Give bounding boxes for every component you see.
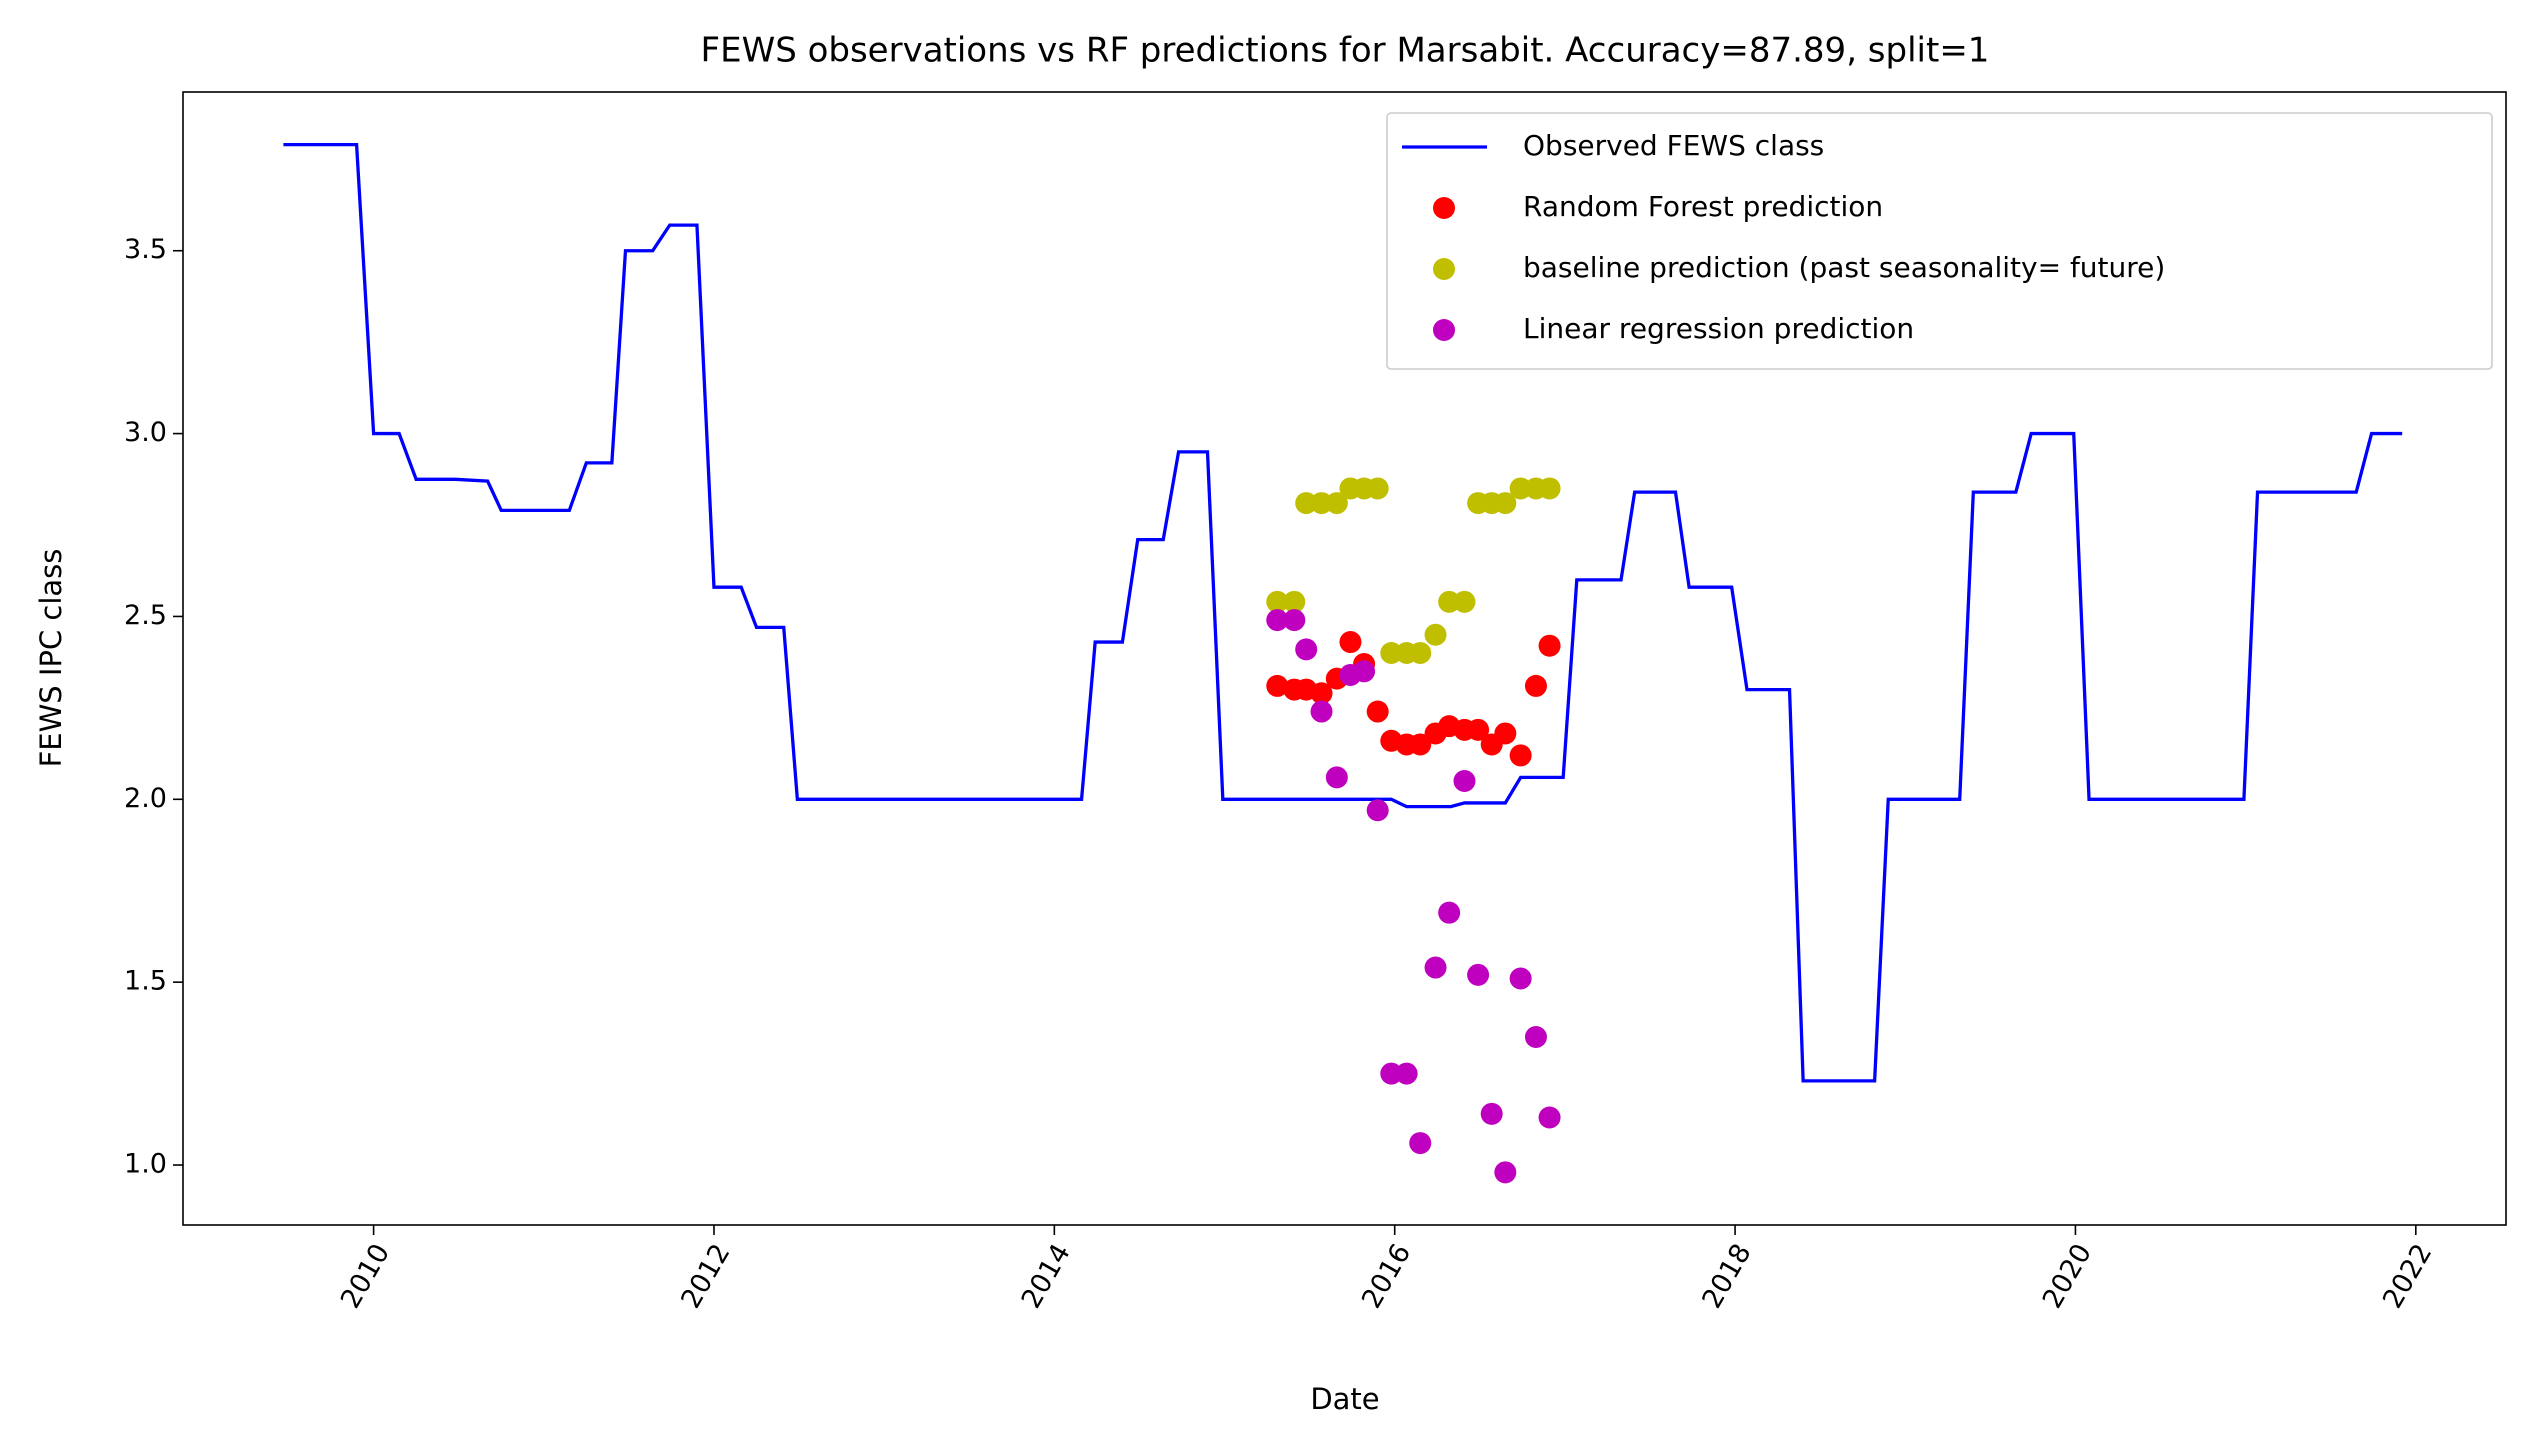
data-point: [1310, 492, 1333, 515]
y-tick-label: 1.5: [124, 966, 167, 997]
data-point: [1295, 492, 1318, 515]
chart-title: FEWS observations vs RF predictions for …: [701, 31, 1990, 71]
y-tick-label: 2.0: [124, 783, 167, 814]
legend-marker: [1433, 258, 1455, 280]
legend-label: baseline prediction (past seasonality= f…: [1523, 251, 2165, 284]
data-point: [1509, 477, 1532, 500]
data-point: [1380, 642, 1403, 665]
data-point: [1509, 744, 1532, 767]
legend-box: [1386, 112, 2493, 370]
data-point: [1395, 1062, 1418, 1085]
y-tick-label: 3.5: [124, 234, 167, 265]
legend-marker: [1433, 197, 1455, 219]
data-point: [1409, 1132, 1432, 1155]
data-point: [1266, 590, 1289, 613]
data-point: [1310, 700, 1333, 723]
y-tick-label: 2.5: [124, 600, 167, 631]
data-point: [1325, 492, 1348, 515]
data-point: [1310, 682, 1333, 705]
data-point: [1409, 642, 1432, 665]
data-point: [1380, 1062, 1403, 1085]
data-point: [1266, 674, 1289, 697]
data-point: [1438, 901, 1461, 924]
data-point: [1409, 733, 1432, 756]
data-line: [283, 143, 2403, 1083]
data-point: [1366, 477, 1389, 500]
plot-frame: [182, 91, 2507, 1226]
data-point: [1339, 631, 1362, 654]
data-point: [1424, 956, 1447, 979]
data-point: [1480, 1102, 1503, 1125]
data-point: [1353, 660, 1376, 683]
legend-label: Random Forest prediction: [1523, 190, 1883, 223]
data-point: [1467, 963, 1490, 986]
data-point: [1494, 1161, 1517, 1184]
data-point: [1366, 799, 1389, 822]
data-point: [1509, 967, 1532, 990]
data-point: [1424, 623, 1447, 646]
y-tick-label: 3.0: [124, 417, 167, 448]
data-point: [1453, 590, 1476, 613]
legend-label: Observed FEWS class: [1523, 129, 1824, 162]
data-point: [1295, 638, 1318, 661]
data-point: [1438, 590, 1461, 613]
data-point: [1538, 1106, 1561, 1129]
data-point: [1453, 770, 1476, 793]
data-point: [1494, 492, 1517, 515]
data-point: [1524, 1026, 1547, 1049]
x-axis-label: Date: [1310, 1382, 1379, 1416]
legend-marker: [1433, 319, 1455, 341]
data-point: [1283, 609, 1306, 632]
y-tick-label: 1.0: [124, 1149, 167, 1180]
data-point: [1366, 700, 1389, 723]
y-axis-label: FEWS IPC class: [34, 549, 68, 768]
data-point: [1494, 722, 1517, 745]
data-point: [1283, 590, 1306, 613]
data-point: [1524, 674, 1547, 697]
data-point: [1266, 609, 1289, 632]
data-point: [1538, 477, 1561, 500]
data-point: [1538, 634, 1561, 657]
data-point: [1467, 718, 1490, 741]
data-point: [1325, 766, 1348, 789]
legend-label: Linear regression prediction: [1523, 312, 1914, 345]
